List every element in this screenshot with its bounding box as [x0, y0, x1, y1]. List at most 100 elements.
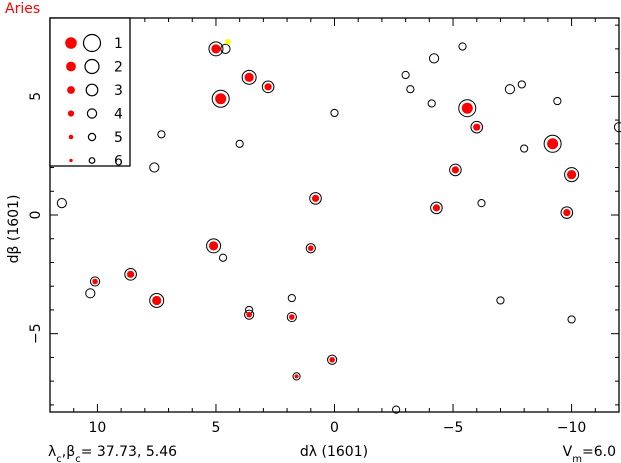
star-filled-ring [305, 243, 316, 254]
star-open-marker [56, 198, 67, 209]
star-open-marker [401, 70, 410, 80]
star-filled-ring [211, 89, 230, 108]
star-open-marker [553, 96, 562, 106]
y-tick-label: 0 [28, 211, 44, 220]
star-open-marker [567, 315, 576, 324]
legend-filled-symbol [69, 158, 73, 163]
star-filled-ring [286, 311, 297, 323]
x-tick-label: −10 [557, 420, 587, 436]
star-filled-ring [458, 99, 477, 118]
legend-open-symbol [87, 132, 97, 142]
star-markers [56, 38, 621, 414]
y-axis-label: dβ (1601) [6, 195, 22, 264]
star-filled-marker [152, 295, 162, 306]
star-filled-marker [563, 209, 571, 217]
star-highlight-marker [225, 38, 231, 45]
star-filled-marker [244, 72, 254, 82]
star-filled-ring [149, 292, 165, 308]
plot-frame [49, 17, 620, 413]
legend-filled-symbol [65, 37, 77, 49]
star-open-marker [235, 139, 244, 148]
star-open-marker [520, 144, 529, 153]
legend-filled-symbol [66, 61, 76, 72]
legend-magnitude-label: 2 [114, 60, 123, 76]
x-tick-label: −5 [443, 420, 464, 436]
star-filled-marker [451, 166, 460, 174]
legend-magnitude-label: 5 [114, 130, 123, 146]
x-tick-label: 5 [211, 420, 220, 436]
star-filled-ring [261, 80, 275, 94]
star-open-marker [458, 42, 467, 51]
star-filled-marker [294, 374, 299, 379]
star-open-marker [477, 199, 486, 208]
star-open-marker [428, 53, 440, 64]
star-open-marker [330, 108, 339, 118]
star-open-marker [220, 43, 231, 54]
star-filled-ring [327, 354, 338, 365]
star-filled-marker [246, 311, 252, 318]
x-tick-label: 10 [89, 420, 107, 436]
star-open-marker [517, 80, 526, 89]
star-filled-marker [127, 270, 135, 278]
star-filled-marker [461, 102, 473, 114]
star-filled-marker [311, 194, 320, 202]
star-open-marker [85, 288, 96, 299]
plot-border [49, 17, 620, 413]
x-axis-label: dλ (1601) [300, 444, 368, 460]
star-filled-ring [292, 372, 301, 381]
star-filled-ring [206, 238, 222, 254]
legend-open-symbol [85, 83, 99, 97]
star-filled-ring [430, 201, 443, 215]
legend-magnitude-label: 4 [114, 107, 123, 123]
star-filled-marker [92, 278, 98, 285]
y-tick-label: 5 [28, 92, 44, 101]
legend-open-symbol [88, 157, 96, 164]
legend-magnitude-label: 3 [114, 83, 123, 99]
star-filled-ring [309, 192, 322, 205]
star-filled-ring [449, 163, 462, 177]
legend: 1 2 3 4 5 6 [49, 17, 131, 170]
star-filled-marker [289, 314, 295, 320]
legend-open-symbol [86, 108, 98, 119]
star-filled-marker [473, 123, 481, 131]
star-open-marker [218, 253, 228, 262]
legend-filled-symbol [68, 134, 74, 140]
star-filled-ring [208, 41, 224, 57]
legend-magnitude-label: 6 [114, 154, 123, 170]
legend-filled-symbol [67, 110, 75, 117]
star-filled-ring [560, 206, 574, 219]
star-filled-ring [244, 309, 255, 320]
center-coordinates-label: λc,βc= 37.73, 5.46 [48, 444, 177, 463]
star-open-marker [406, 85, 415, 94]
y-tick-label: −5 [28, 323, 44, 344]
star-filled-ring [89, 276, 101, 287]
star-filled-marker [432, 204, 441, 212]
x-axis-ticks: 10 5 0 −5 −10 [49, 18, 620, 436]
star-filled-marker [211, 44, 221, 54]
legend-box [49, 17, 131, 167]
star-filled-marker [264, 83, 272, 91]
star-filled-marker [208, 241, 219, 251]
star-filled-marker [547, 138, 559, 150]
star-open-marker [504, 84, 516, 95]
star-open-marker [496, 296, 505, 305]
star-open-marker [157, 130, 166, 139]
legend-open-symbol [84, 58, 100, 75]
star-open-marker [427, 99, 436, 108]
legend-open-symbol [82, 33, 102, 53]
star-filled-ring [241, 69, 257, 85]
star-filled-marker [307, 245, 314, 252]
legend-magnitude-label: 1 [114, 36, 123, 52]
star-filled-marker [215, 93, 227, 105]
star-open-marker [613, 122, 621, 133]
legend-filled-symbol [67, 86, 75, 94]
star-open-marker [392, 405, 401, 414]
star-filled-marker [566, 170, 577, 180]
limiting-magnitude-label: Vm=6.0 [563, 444, 616, 463]
star-open-marker [149, 162, 160, 173]
star-filled-ring [470, 120, 484, 134]
star-open-marker [287, 293, 296, 303]
x-tick-label: 0 [330, 420, 339, 436]
chart-title: Aries [5, 1, 40, 17]
